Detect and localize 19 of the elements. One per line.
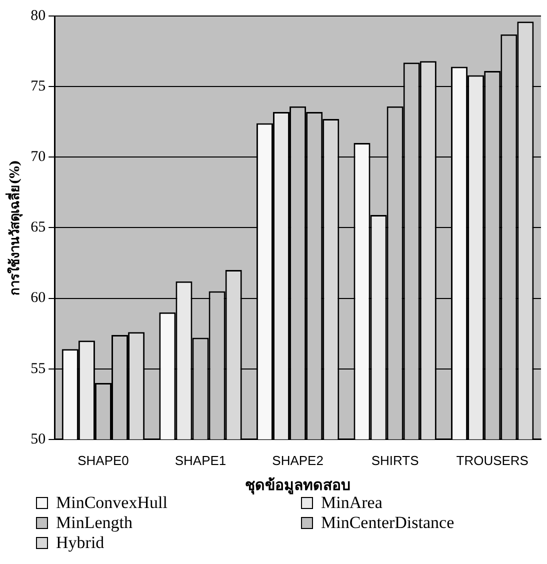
series-label: MinLength [56, 513, 132, 533]
y-tick-label: 65 [30, 220, 46, 236]
y-tick-label: 70 [30, 149, 46, 166]
series-label: MinCenterDistance [321, 513, 454, 533]
x-tick-label: SHAPE0 [78, 452, 129, 468]
legend-label: MinConvexHull [56, 493, 168, 513]
y-axis-title: การใช้งานวัสดุเฉลี่ย(%) [5, 160, 24, 296]
x-tick-label: TROUSERS [456, 452, 529, 468]
x-tick-label: SHAPE1 [174, 452, 226, 468]
y-tick-label: 75 [30, 78, 46, 95]
y-tick-label: 50 [30, 431, 46, 448]
x-tick-label: SHIRTS [371, 452, 420, 468]
legend-label: Hybrid [56, 533, 104, 553]
y-tick-label: 60 [30, 290, 46, 306]
legend-label: MinArea [321, 493, 382, 513]
x-axis-title: ชุดข้อมูลทดสอบ [244, 476, 351, 495]
x-tick-label: SHAPE2 [272, 452, 324, 468]
y-tick-label: 80 [30, 8, 46, 24]
y-tick-label: 55 [30, 360, 46, 377]
